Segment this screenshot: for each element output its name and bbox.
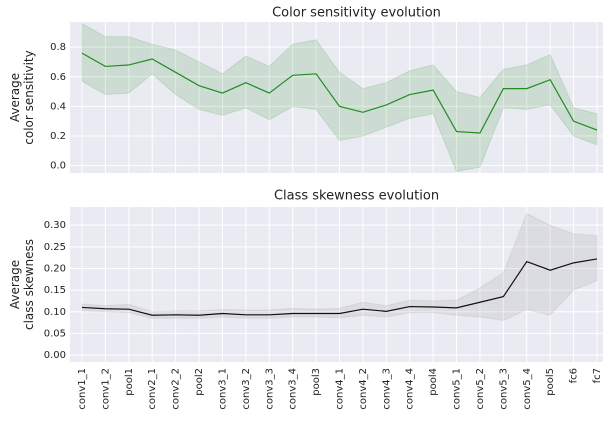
- y-tick-label: 0.00: [44, 350, 66, 361]
- y-axis-label-line: class skewness: [22, 239, 36, 330]
- y-tick-label: 0.20: [44, 263, 66, 274]
- chart-title: Class skewness evolution: [274, 189, 439, 204]
- x-tick-label: conv4_2: [358, 368, 369, 410]
- chart-title: Color sensitivity evolution: [272, 6, 441, 21]
- x-tick-label: conv1_1: [77, 368, 88, 410]
- mean-line: [81, 258, 598, 316]
- y-tick-label: 0.30: [44, 220, 66, 231]
- x-tick-label: conv1_2: [100, 368, 111, 410]
- y-axis-label-line: Average: [8, 73, 22, 122]
- x-tick-label: conv3_1: [217, 368, 228, 410]
- x-tick-label: pool1: [124, 368, 135, 396]
- y-tick-label: 0.15: [44, 285, 66, 296]
- y-tick-label: 0.4: [50, 101, 66, 112]
- x-tick-label: pool3: [311, 368, 322, 396]
- x-tick-label: pool4: [428, 368, 439, 396]
- y-axis-label: Averagecolor sensitivity: [8, 50, 36, 144]
- x-tick-label: conv4_3: [381, 368, 392, 410]
- y-tick-label: 0.0: [50, 161, 66, 172]
- x-tick-label: conv2_2: [171, 368, 182, 410]
- x-tick-label: conv4_1: [335, 368, 346, 410]
- y-tick-label: 0.05: [44, 328, 66, 339]
- x-tick-label: pool2: [194, 368, 205, 396]
- x-tick-label: conv4_4: [405, 368, 416, 410]
- x-tick-label: conv5_1: [452, 368, 463, 410]
- confidence-band: [81, 22, 598, 173]
- y-tick-label: 0.2: [50, 131, 66, 142]
- x-tick-label: conv5_4: [522, 368, 533, 410]
- y-tick-label: 0.8: [50, 42, 66, 53]
- y-tick-label: 0.6: [50, 72, 66, 83]
- x-tick-label: conv3_3: [264, 368, 275, 410]
- x-tick-label: conv5_2: [475, 368, 486, 410]
- x-tick-label: fc7: [592, 368, 603, 383]
- x-tick-label: pool5: [545, 368, 556, 396]
- mean-line: [81, 52, 598, 134]
- x-tick-label: conv3_4: [288, 368, 299, 410]
- plot-background: [70, 207, 603, 362]
- x-tick-label: fc6: [569, 368, 580, 383]
- y-tick-label: 0.25: [44, 242, 66, 253]
- y-axis-label: Averageclass skewness: [8, 239, 36, 330]
- y-tick-label: 0.10: [44, 307, 66, 318]
- x-tick-label: conv3_2: [241, 368, 252, 410]
- y-axis-label-line: Average: [8, 260, 22, 309]
- confidence-band: [81, 212, 598, 321]
- x-tick-label: conv2_1: [147, 368, 158, 410]
- y-axis-label-line: color sensitivity: [22, 50, 36, 144]
- x-tick-label: conv5_3: [498, 368, 509, 410]
